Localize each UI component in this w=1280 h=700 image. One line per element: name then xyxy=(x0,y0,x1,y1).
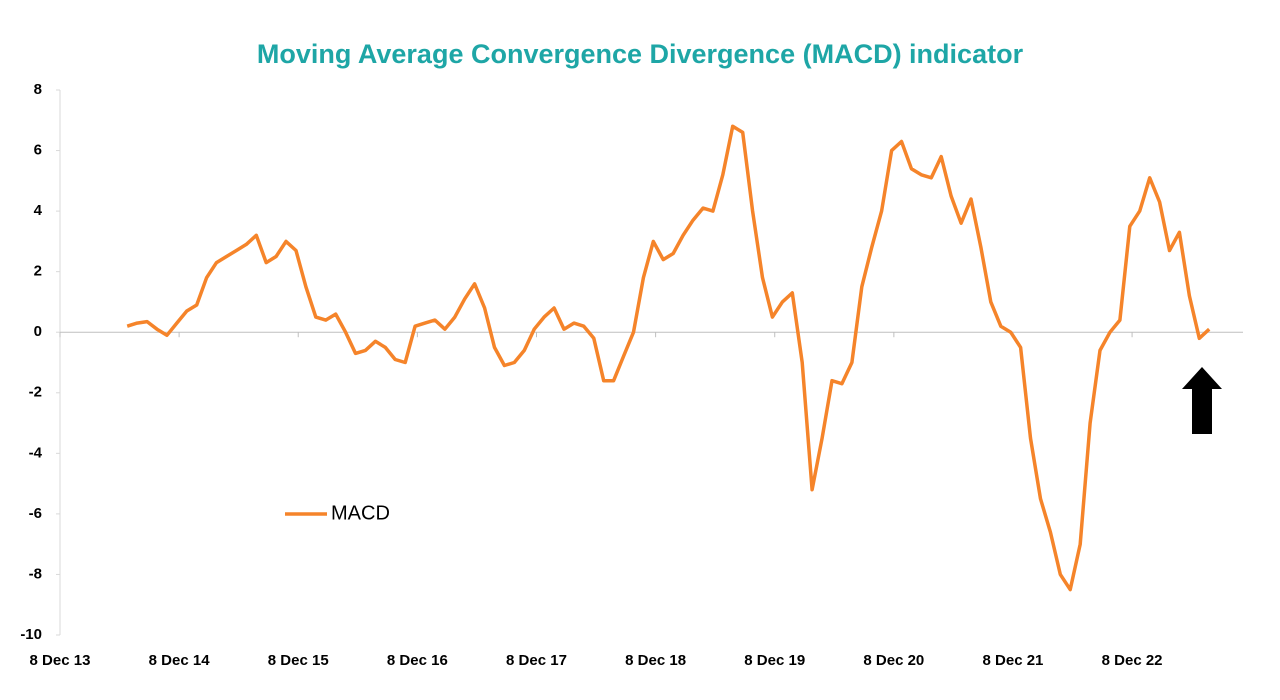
x-tick-label: 8 Dec 16 xyxy=(387,652,448,669)
y-tick-label: 0 xyxy=(34,323,42,340)
x-tick-label: 8 Dec 17 xyxy=(506,652,567,669)
x-tick-label: 8 Dec 19 xyxy=(744,652,805,669)
y-tick-label: -4 xyxy=(29,444,43,461)
x-tick-label: 8 Dec 22 xyxy=(1102,652,1163,669)
y-tick-label: -10 xyxy=(20,626,42,643)
y-tick-label: 4 xyxy=(34,202,43,219)
x-tick-label: 8 Dec 20 xyxy=(863,652,924,669)
data-line xyxy=(126,124,1211,592)
legend-label: MACD xyxy=(331,502,390,524)
y-tick-label: -6 xyxy=(29,505,42,522)
y-tick-label: 6 xyxy=(34,142,42,159)
arrow-annotation xyxy=(1182,367,1222,434)
x-tick-label: 8 Dec 18 xyxy=(625,652,686,669)
y-tick-label: -2 xyxy=(29,384,42,401)
x-tick-label: 8 Dec 21 xyxy=(983,652,1044,669)
x-tick-label: 8 Dec 14 xyxy=(149,652,211,669)
y-tick-label: -8 xyxy=(29,565,42,582)
y-tick-label: 8 xyxy=(34,81,42,98)
x-tick-label: 8 Dec 13 xyxy=(30,652,91,669)
x-tick-label: 8 Dec 15 xyxy=(268,652,329,669)
chart-title: Moving Average Convergence Divergence (M… xyxy=(257,39,1024,69)
y-tick-label: 2 xyxy=(34,263,42,280)
